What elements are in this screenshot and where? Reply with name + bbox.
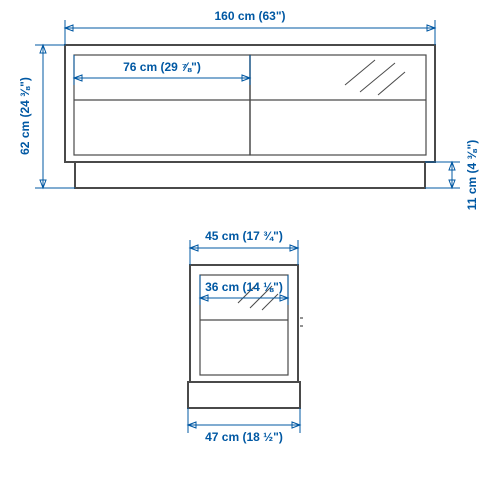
label-side-base: 47 cm (18 ½"): [144, 430, 344, 444]
dim-front-width: [65, 20, 435, 45]
dimension-drawing: [0, 0, 500, 500]
dim-side-width: [190, 240, 298, 265]
dim-plinth-height: [425, 162, 460, 188]
label-plinth-height: 11 cm (4 ⅜"): [465, 140, 479, 210]
front-view: [35, 20, 460, 188]
dim-front-height: [35, 45, 75, 188]
label-front-width: 160 cm (63"): [0, 9, 500, 23]
label-front-height: 62 cm (24 ⅜"): [18, 77, 32, 155]
side-view: [188, 240, 303, 433]
label-door-width: 76 cm (29 ⅞"): [74, 60, 250, 74]
label-side-inner: 36 cm (14 ⅛"): [144, 280, 344, 294]
label-side-width: 45 cm (17 ¾"): [144, 229, 344, 243]
